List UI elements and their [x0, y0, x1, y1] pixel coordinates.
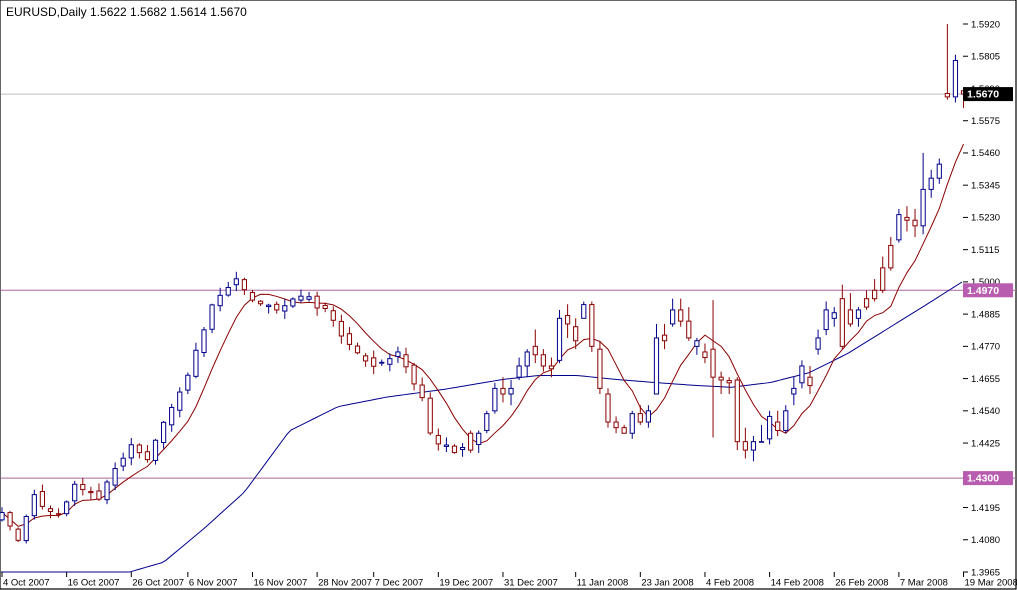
svg-text:7 Mar 2008: 7 Mar 2008 [900, 578, 948, 589]
svg-text:1.4300: 1.4300 [967, 473, 999, 485]
svg-text:23 Jan 2008: 23 Jan 2008 [641, 578, 693, 589]
svg-text:1.4195: 1.4195 [971, 503, 1000, 514]
svg-text:1.4770: 1.4770 [971, 342, 1000, 353]
svg-text:7 Dec 2007: 7 Dec 2007 [375, 578, 424, 589]
svg-text:1.5575: 1.5575 [971, 116, 1000, 127]
svg-text:EURUSD,Daily 1.5622 1.5682 1.: EURUSD,Daily 1.5622 1.5682 1.5614 1.5670 [6, 5, 247, 19]
svg-text:4 Oct 2007: 4 Oct 2007 [3, 578, 49, 589]
svg-text:4 Feb 2008: 4 Feb 2008 [706, 578, 754, 589]
svg-text:16 Oct 2007: 16 Oct 2007 [68, 578, 120, 589]
svg-text:16 Nov 2007: 16 Nov 2007 [253, 578, 307, 589]
svg-text:11 Jan 2008: 11 Jan 2008 [577, 578, 629, 589]
svg-text:1.4970: 1.4970 [967, 285, 999, 297]
svg-text:1.5230: 1.5230 [971, 213, 1000, 224]
svg-text:1.4655: 1.4655 [971, 374, 1000, 385]
svg-text:1.4425: 1.4425 [971, 438, 1000, 449]
svg-text:19 Mar 2008: 19 Mar 2008 [965, 578, 1017, 589]
svg-text:26 Oct 2007: 26 Oct 2007 [132, 578, 184, 589]
svg-text:1.4080: 1.4080 [971, 535, 1000, 546]
svg-text:31 Dec 2007: 31 Dec 2007 [504, 578, 558, 589]
svg-text:1.5345: 1.5345 [971, 180, 1000, 191]
svg-text:28 Nov 2007: 28 Nov 2007 [318, 578, 372, 589]
svg-text:6 Nov 2007: 6 Nov 2007 [189, 578, 238, 589]
svg-text:1.5805: 1.5805 [971, 52, 1000, 63]
svg-text:19 Dec 2007: 19 Dec 2007 [439, 578, 493, 589]
svg-text:1.5920: 1.5920 [971, 19, 1000, 30]
svg-text:1.5115: 1.5115 [971, 245, 999, 256]
svg-text:1.4885: 1.4885 [971, 309, 1000, 320]
svg-text:1.5670: 1.5670 [967, 89, 999, 101]
svg-text:14 Feb 2008: 14 Feb 2008 [771, 578, 824, 589]
svg-text:1.4540: 1.4540 [971, 406, 1000, 417]
svg-text:26 Feb 2008: 26 Feb 2008 [835, 578, 888, 589]
svg-text:1.5460: 1.5460 [971, 148, 1000, 159]
